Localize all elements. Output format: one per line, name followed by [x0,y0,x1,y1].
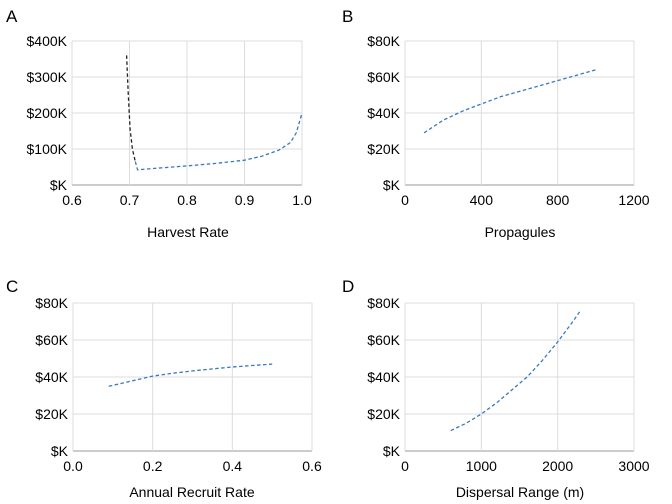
panel-d-x-axis-label: Dispersal Range (m) [456,484,584,500]
panel-b-grid [404,40,635,186]
panel-a-x-tick-label: 1.0 [292,192,312,208]
panel-c-x-ticks: 0.0 0.2 0.4 0.6 [63,458,322,474]
panel-c-y-tick-label: $80K [35,295,68,311]
panel-c-y-tick-label: $40K [35,369,68,385]
panel-c-x-tick-label: 0.4 [223,458,243,474]
panel-b-x-tick-label: 800 [546,192,570,208]
panel-a-x-ticks: 0.6 0.7 0.8 0.9 1.0 [62,192,312,208]
panel-a-x-axis-label: Harvest Rate [147,224,229,240]
panel-c-x-tick-label: 0.0 [63,458,83,474]
panel-b-x-tick-label: 1200 [618,192,649,208]
panel-a-y-tick-label: $200K [27,105,68,121]
panel-c-y-ticks: $K $20K $40K $60K $80K [35,295,68,459]
panel-b-series [423,69,596,134]
panel-d-series-1-line [450,310,582,432]
panel-d-y-tick-label: $80K [367,295,400,311]
panel-a-letter: A [6,7,18,26]
panel-b-y-tick-label: $60K [367,69,400,85]
panel-b-y-ticks: $K $20K $40K $60K $80K [367,33,400,193]
panel-b-y-tick-label: $40K [367,105,400,121]
panel-b-x-tick-label: 400 [470,192,494,208]
panel-c-y-tick-label: $K [51,443,69,459]
panel-c-series-1-line [108,363,273,387]
panel-d-x-tick-label: 0 [401,458,409,474]
panel-d-x-ticks: 0 1000 2000 3000 [401,458,650,474]
panel-b-series-1-line [423,69,596,134]
panel-a-x-tick-label: 0.9 [235,192,255,208]
panel-d-letter: D [342,277,354,296]
panel-a-x-tick-label: 0.6 [62,192,82,208]
panel-c-letter: C [6,277,18,296]
panel-a-y-ticks: $K $100K $200K $300K $400K [27,33,68,193]
panel-a-y-tick-label: $K [50,177,68,193]
panel-c-series [108,363,273,387]
panel-a-series-2-line [134,112,303,171]
panel-a-x-tick-label: 0.8 [177,192,197,208]
panel-a-y-tick-label: $400K [27,33,68,49]
panel-a-y-tick-label: $100K [27,141,68,157]
panel-c: C $K $20K $40K $60K $80K 0.0 0.2 0.4 0.6 Annual… [6,277,322,500]
panel-b-letter: B [342,7,353,26]
panel-b-y-tick-label: $K [383,177,401,193]
panel-a-grid [71,40,303,186]
panel-d-y-tick-label: $60K [367,332,400,348]
panel-a-x-tick-label: 0.7 [120,192,140,208]
panel-b-y-tick-label: $80K [367,33,400,49]
panel-d-x-tick-label: 1000 [466,458,497,474]
panel-a: A $K $100K $200K $300K $400K 0.6 0.7 0.8 0.9 1.0… [6,7,312,240]
panel-c-y-tick-label: $60K [35,332,68,348]
panel-d-y-ticks: $K $20K $40K $60K $80K [367,295,400,459]
panel-b-x-axis-label: Propagules [485,224,556,240]
panel-d-y-tick-label: $40K [367,369,400,385]
panel-d-x-tick-label: 2000 [542,458,573,474]
panel-a-series [125,55,303,171]
panel-a-series-1-line [125,55,136,162]
panel-c-x-tick-label: 0.2 [143,458,163,474]
panel-c-grid [72,302,313,452]
panel-d-y-tick-label: $20K [367,406,400,422]
panel-b-x-tick-label: 0 [401,192,409,208]
panel-a-y-tick-label: $300K [27,69,68,85]
panel-b-y-tick-label: $20K [367,141,400,157]
panel-b: B $K $20K $40K $60K $80K 0 400 800 1200 Propagu… [342,7,650,240]
panel-d-y-tick-label: $K [383,443,401,459]
panel-d-series [450,310,582,432]
panel-c-y-tick-label: $20K [35,406,68,422]
panel-c-x-tick-label: 0.6 [302,458,322,474]
panel-d-grid [404,302,635,452]
panel-c-x-axis-label: Annual Recruit Rate [129,484,255,500]
panel-d: D $K $20K $40K $60K $80K 0 1000 2000 3000 Dispe… [342,277,650,500]
panel-d-x-tick-label: 3000 [618,458,649,474]
panel-b-x-ticks: 0 400 800 1200 [401,192,650,208]
